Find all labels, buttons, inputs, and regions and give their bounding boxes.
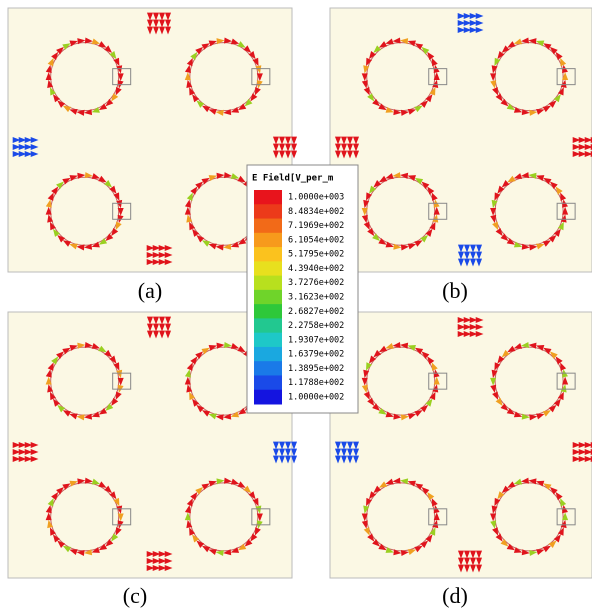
legend-swatch [254, 261, 282, 276]
panel [330, 8, 592, 272]
legend-label: 1.6379e+002 [288, 350, 344, 360]
legend-swatch [254, 318, 282, 333]
legend-label: 8.4834e+002 [288, 207, 344, 217]
legend-label: 6.1054e+002 [288, 235, 344, 245]
legend-title: E Field[V_per_m [252, 173, 334, 184]
panel-label: (c) [123, 583, 147, 608]
legend-swatch [254, 361, 282, 376]
legend-label: 1.0000e+002 [288, 392, 344, 402]
legend-swatch [254, 276, 282, 291]
legend-label: 3.7276e+002 [288, 278, 344, 288]
legend-swatch [254, 219, 282, 234]
legend-swatch [254, 390, 282, 405]
legend-label: 2.2758e+002 [288, 321, 344, 331]
panel-label: (d) [442, 583, 468, 608]
legend-label: 4.3940e+002 [288, 264, 344, 274]
legend-label: 1.0000e+003 [288, 193, 344, 203]
legend-label: 1.9307e+002 [288, 335, 344, 345]
legend-label: 2.6827e+002 [288, 307, 344, 317]
legend-swatch [254, 333, 282, 348]
panel [330, 312, 592, 578]
panel-label: (a) [138, 278, 162, 303]
legend-swatch [254, 347, 282, 362]
legend-label: 7.1969e+002 [288, 221, 344, 231]
legend-swatch [254, 290, 282, 305]
legend-swatch [254, 190, 282, 205]
legend: E Field[V_per_m 1.0000e+003 8.4834e+002 7.1… [247, 165, 358, 413]
legend-label: 5.1795e+002 [288, 250, 344, 260]
legend-label: 1.1788e+002 [288, 378, 344, 388]
figure: (a) (b) (c) (d) E Field[V_per_m 1.0000e+003 8.… [0, 0, 592, 613]
legend-label: 3.1623e+002 [288, 293, 344, 303]
panel-label: (b) [442, 278, 468, 303]
legend-swatch [254, 233, 282, 248]
legend-swatch [254, 375, 282, 390]
legend-label: 1.3895e+002 [288, 364, 344, 374]
legend-swatch [254, 304, 282, 319]
legend-swatch [254, 247, 282, 262]
legend-swatch [254, 204, 282, 219]
